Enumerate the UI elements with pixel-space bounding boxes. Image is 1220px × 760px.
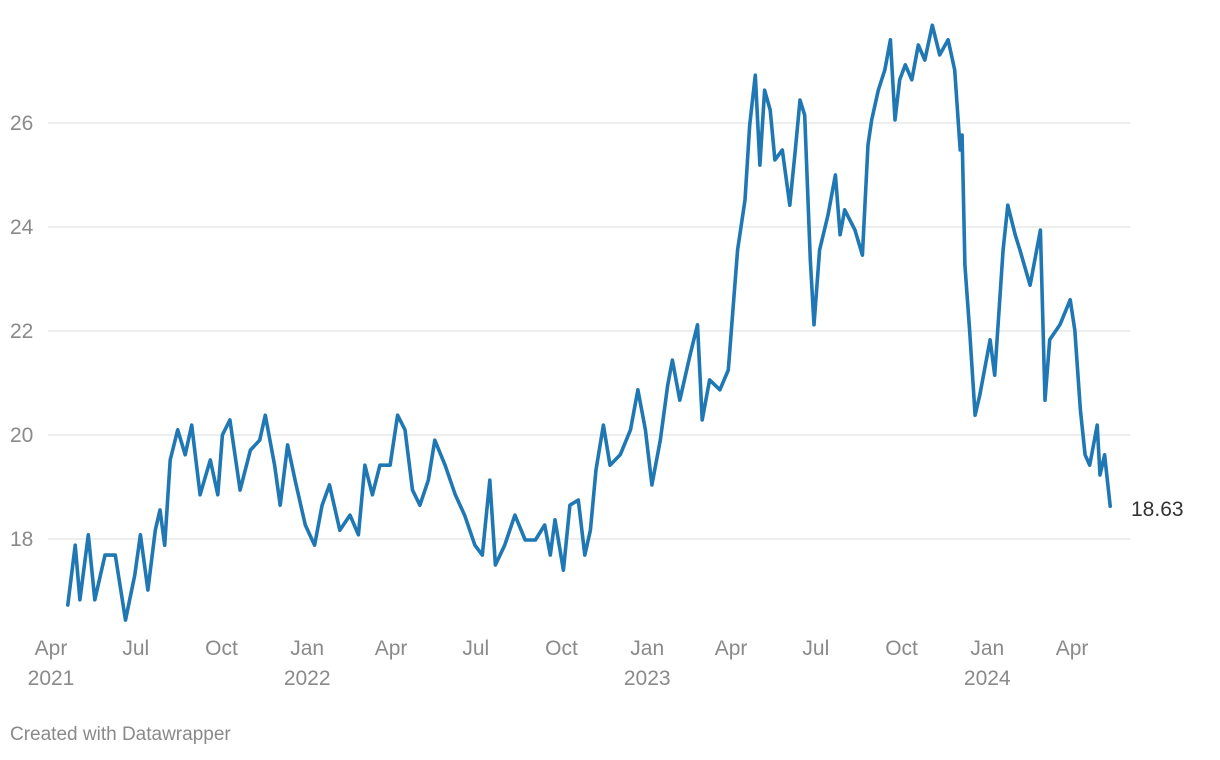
y-tick-label: 22 (10, 320, 33, 343)
x-tick-month: Jul (462, 637, 489, 660)
y-axis-ticks: 18 20 22 24 26 (10, 112, 34, 551)
x-tick-month: Apr (35, 637, 68, 660)
x-tick-month: Jan (630, 637, 664, 660)
x-tick-month: Apr (1056, 637, 1089, 660)
x-tick-month: Jan (970, 637, 1004, 660)
x-tick-year: 2023 (624, 667, 671, 690)
x-tick-year: 2021 (28, 667, 75, 690)
x-tick-year: 2024 (964, 667, 1011, 690)
x-tick-year: 2022 (284, 667, 331, 690)
x-axis-ticks: Apr 2021 Jul Oct Jan 2022 Apr Jul Oct Jan 2023 Apr J… (28, 637, 1089, 690)
gridlines (48, 122, 1130, 540)
x-tick-month: Apr (375, 637, 408, 660)
y-tick-label: 24 (10, 216, 34, 239)
series-line (66, 23, 1112, 622)
end-value-label: 18.63 (1131, 498, 1184, 521)
x-tick-month: Jan (290, 637, 324, 660)
x-tick-month: Jul (122, 637, 149, 660)
x-tick-month: Jul (802, 637, 829, 660)
y-tick-label: 18 (10, 528, 33, 551)
y-tick-label: 26 (10, 112, 33, 135)
x-tick-month: Oct (545, 637, 578, 660)
x-tick-month: Apr (715, 637, 748, 660)
x-tick-month: Oct (885, 637, 918, 660)
x-tick-month: Oct (205, 637, 238, 660)
footer-credit: Created with Datawrapper (10, 724, 231, 745)
y-tick-label: 20 (10, 424, 33, 447)
